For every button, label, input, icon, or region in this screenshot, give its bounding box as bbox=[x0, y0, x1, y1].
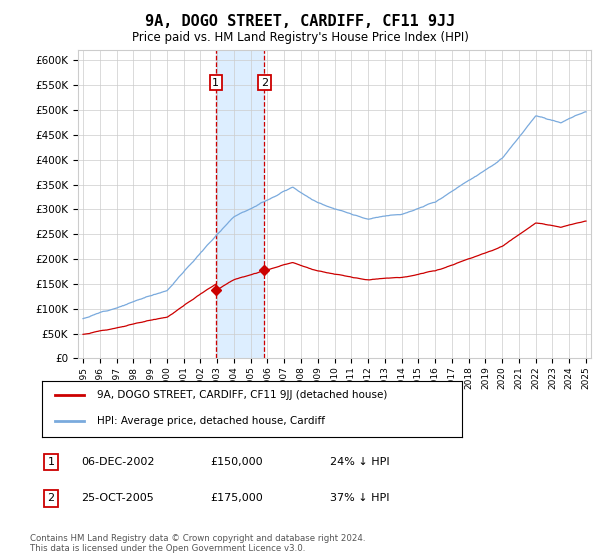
Text: 37% ↓ HPI: 37% ↓ HPI bbox=[330, 493, 389, 503]
Text: 1: 1 bbox=[212, 78, 220, 88]
Text: HPI: Average price, detached house, Cardiff: HPI: Average price, detached house, Card… bbox=[97, 416, 325, 426]
Text: 2: 2 bbox=[261, 78, 268, 88]
Text: 9A, DOGO STREET, CARDIFF, CF11 9JJ: 9A, DOGO STREET, CARDIFF, CF11 9JJ bbox=[145, 14, 455, 29]
Text: 9A, DOGO STREET, CARDIFF, CF11 9JJ (detached house): 9A, DOGO STREET, CARDIFF, CF11 9JJ (deta… bbox=[97, 390, 387, 400]
Text: Price paid vs. HM Land Registry's House Price Index (HPI): Price paid vs. HM Land Registry's House … bbox=[131, 31, 469, 44]
Text: 25-OCT-2005: 25-OCT-2005 bbox=[81, 493, 154, 503]
Text: 2: 2 bbox=[47, 493, 55, 503]
Text: Contains HM Land Registry data © Crown copyright and database right 2024.
This d: Contains HM Land Registry data © Crown c… bbox=[30, 534, 365, 553]
Text: £150,000: £150,000 bbox=[210, 457, 263, 467]
Text: £175,000: £175,000 bbox=[210, 493, 263, 503]
Text: 06-DEC-2002: 06-DEC-2002 bbox=[81, 457, 155, 467]
Bar bbox=[216, 50, 265, 358]
Text: 24% ↓ HPI: 24% ↓ HPI bbox=[330, 457, 389, 467]
Text: 1: 1 bbox=[47, 457, 55, 467]
